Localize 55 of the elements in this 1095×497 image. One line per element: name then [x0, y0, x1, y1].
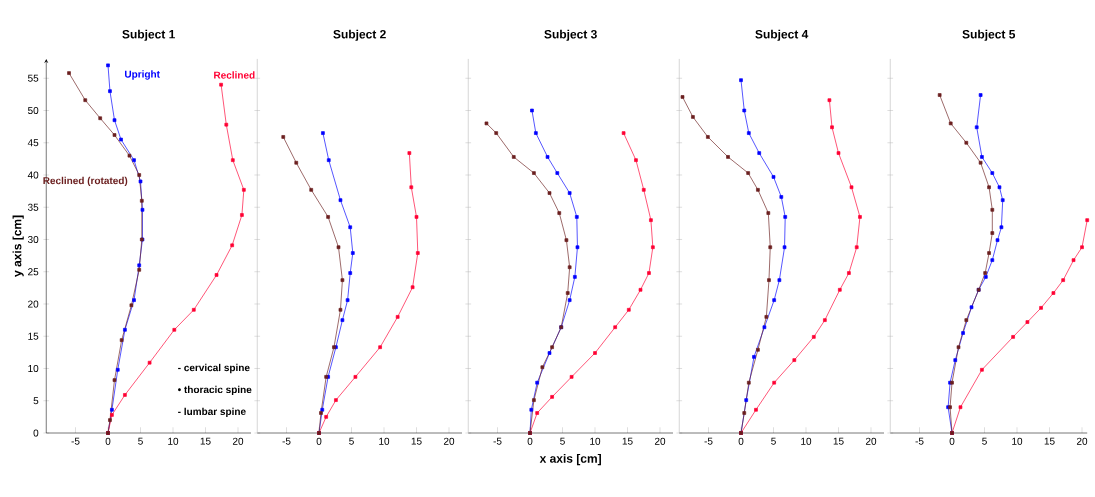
x-tick-label: 15 — [411, 437, 422, 445]
x-tick-label: 5 — [560, 437, 565, 445]
y-tick-label: 25 — [28, 268, 39, 276]
y-tick-label: 20 — [28, 300, 39, 308]
x-tick-label: 10 — [801, 437, 812, 445]
series-label: Reclined — [214, 71, 255, 79]
y-tick-label: 15 — [28, 332, 39, 340]
x-tick-label: 20 — [865, 437, 877, 445]
x-tick-label: 0 — [316, 437, 322, 445]
x-tick-label: 20 — [654, 437, 666, 445]
x-tick-label: 15 — [833, 437, 844, 445]
x-tick-label: 10 — [1012, 437, 1023, 445]
x-tick-label: 0 — [527, 437, 533, 445]
y-axis-title: y axis [cm] — [12, 215, 24, 277]
x-tick-label: 10 — [168, 437, 179, 445]
x-tick-label: 20 — [232, 437, 244, 445]
x-tick-label: 0 — [738, 437, 744, 445]
x-tick-label: -5 — [704, 437, 713, 445]
x-tick-label: 5 — [982, 437, 987, 445]
x-tick-label: -5 — [915, 437, 924, 445]
x-tick-label: 20 — [443, 437, 455, 445]
y-tick-label: 35 — [27, 203, 39, 211]
x-tick-label: 0 — [105, 437, 111, 445]
series-label: Upright — [125, 70, 160, 80]
chart-title: Subject 2 — [333, 29, 386, 41]
y-tick-label: 50 — [27, 106, 39, 115]
chart-title: Subject 5 — [962, 29, 1016, 41]
y-tick-label: 5 — [33, 397, 39, 405]
x-tick-label: 15 — [1044, 437, 1055, 445]
x-tick-label: 10 — [590, 437, 601, 445]
y-tick-label: 45 — [27, 139, 39, 147]
x-tick-label: 0 — [949, 437, 955, 445]
x-axis-title: x axis [cm] — [539, 453, 601, 466]
chart-title: Subject 3 — [544, 29, 597, 41]
y-tick-label: 30 — [27, 235, 39, 244]
series-label: Reclined (rotated) — [43, 176, 128, 187]
annotation: • thoracic spine — [178, 385, 252, 396]
x-tick-label: 5 — [771, 437, 776, 445]
x-tick-label: -5 — [282, 437, 291, 445]
x-tick-label: 10 — [379, 437, 390, 445]
x-tick-label: 15 — [622, 437, 633, 445]
x-tick-label: 5 — [138, 437, 143, 445]
x-tick-label: 5 — [349, 437, 354, 445]
chart-title: Subject 4 — [755, 29, 809, 41]
annotation: - cervical spine — [178, 363, 250, 374]
x-tick-label: 20 — [1076, 437, 1088, 445]
y-tick-label: 10 — [28, 364, 39, 373]
y-tick-label: 55 — [27, 74, 39, 82]
chart-title: Subject 1 — [122, 29, 175, 41]
y-tick-label: 40 — [27, 171, 39, 179]
x-tick-label: 15 — [200, 437, 211, 445]
x-tick-label: -5 — [493, 437, 502, 445]
annotation: - lumbar spine — [178, 407, 246, 418]
x-tick-label: -5 — [71, 437, 80, 445]
y-tick-label: 0 — [33, 429, 39, 437]
